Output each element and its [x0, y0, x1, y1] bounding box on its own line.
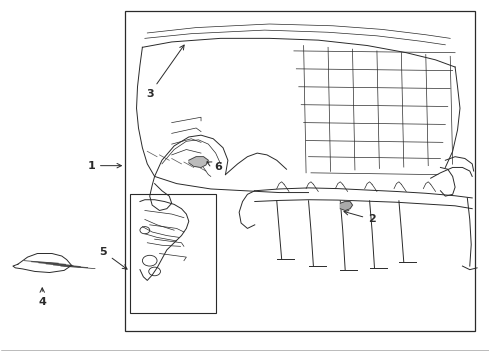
Bar: [130, 194, 216, 313]
Text: 4: 4: [38, 288, 46, 307]
Polygon shape: [340, 202, 352, 211]
Text: 5: 5: [99, 247, 127, 269]
Text: 1: 1: [87, 161, 122, 171]
Text: 2: 2: [344, 211, 376, 224]
Bar: [125, 12, 475, 330]
Text: 6: 6: [207, 162, 222, 172]
Text: 3: 3: [146, 45, 184, 99]
Polygon shape: [189, 157, 208, 167]
